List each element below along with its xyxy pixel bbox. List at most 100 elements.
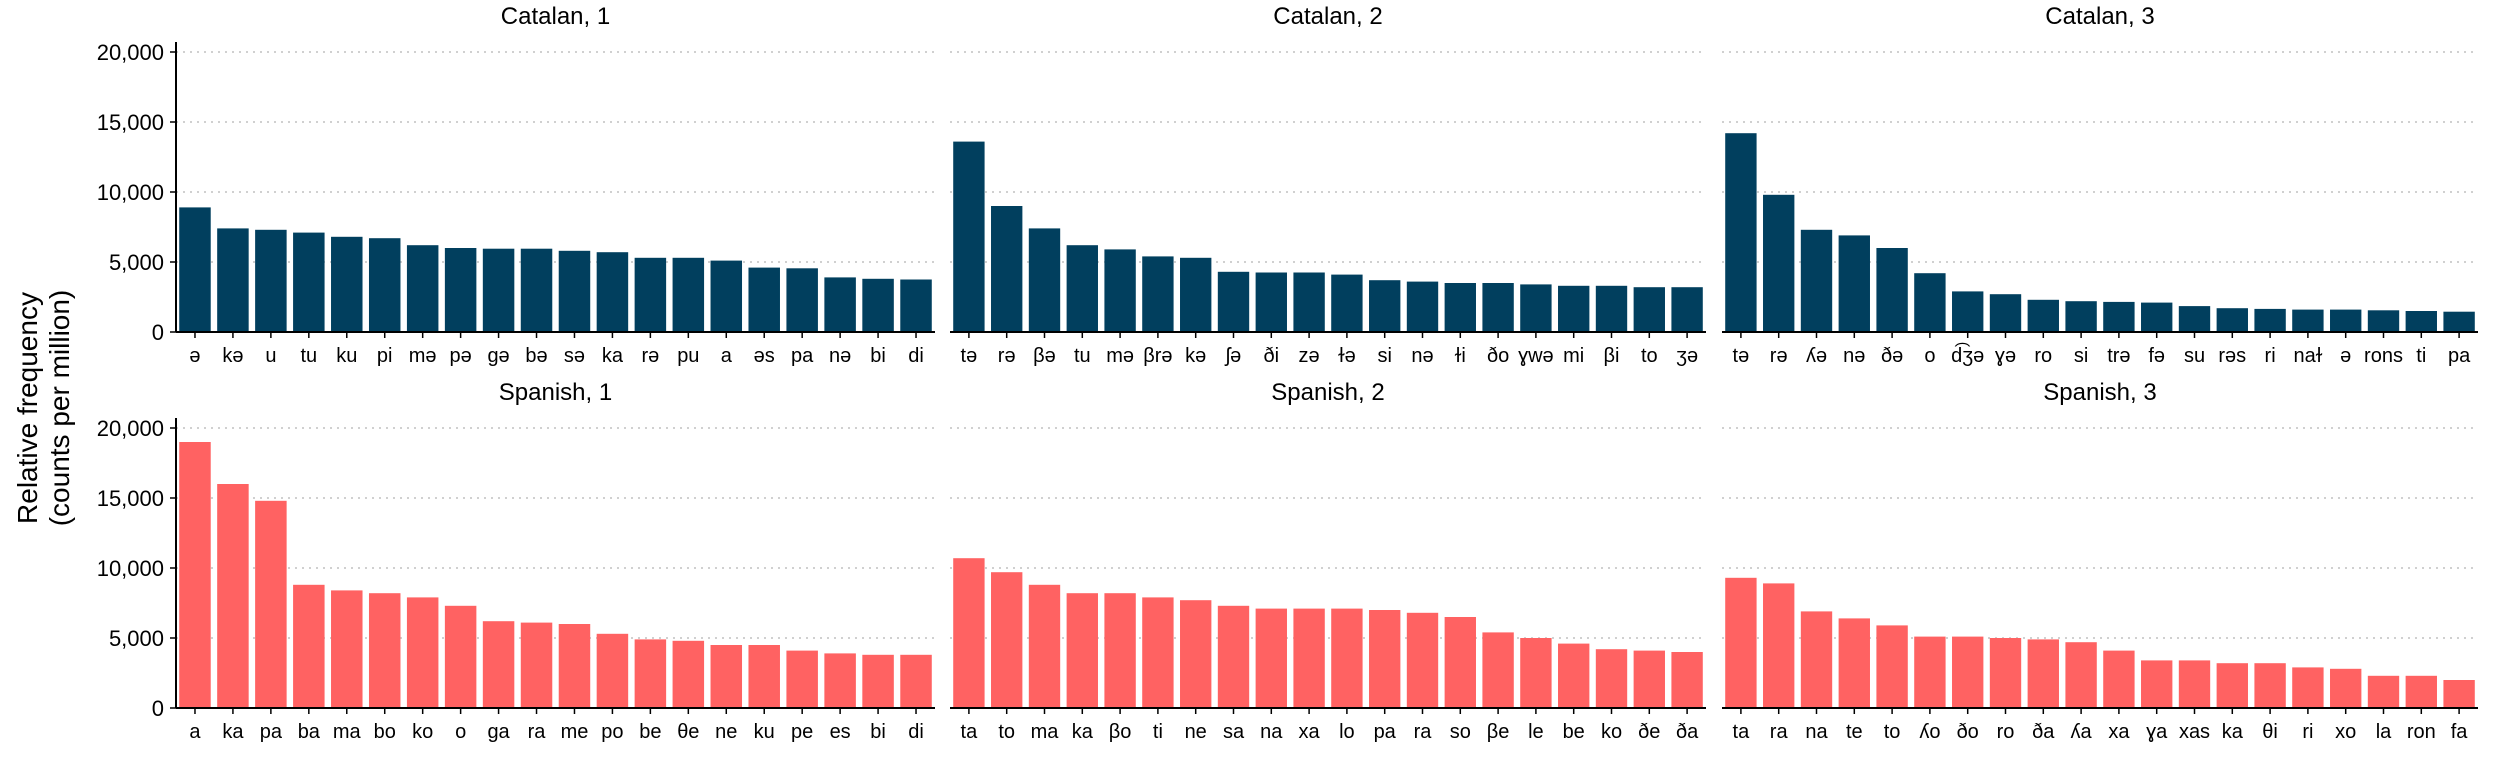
bar	[482, 248, 515, 332]
x-tick-label: ku	[336, 345, 357, 367]
facet-panel: Spanish, 3 ta ra na te to ʎo ðo ro ða ʎa xa ɣa xas ka θ…	[1722, 379, 2478, 743]
x-tick-label: ðo	[1957, 721, 1979, 743]
bar	[2405, 675, 2437, 708]
x-tick-label: ri	[2302, 721, 2313, 743]
bar	[786, 268, 818, 332]
bar	[862, 278, 894, 332]
x-tick-label: a	[721, 345, 733, 367]
x-tick-label: bi	[870, 721, 886, 743]
bar	[293, 584, 325, 708]
x-tick-label: fa	[2451, 721, 2469, 743]
x-tick-label: be	[639, 721, 661, 743]
x-tick-label: pə	[450, 345, 472, 367]
x-tick-label: ra	[528, 721, 547, 743]
bar	[2330, 668, 2362, 708]
bar	[2178, 306, 2211, 332]
x-tick-label: ro	[1997, 721, 2015, 743]
facet-panel: Spanish, 2 ta to ma ka βo ti ne sa na xa lo pa ra so βe…	[950, 379, 1706, 743]
x-tick-label: ti	[2416, 345, 2426, 367]
x-tick-label: ba	[298, 721, 321, 743]
facet-title: Catalan, 1	[501, 3, 610, 30]
x-tick-label: ta	[961, 721, 979, 743]
x-tick-label: mə	[409, 345, 437, 367]
x-tick-label: kə	[222, 345, 243, 367]
y-tick-label: 15,000	[97, 110, 164, 135]
bar	[331, 590, 363, 708]
x-tick-label: a	[189, 721, 201, 743]
bar	[217, 228, 249, 332]
x-tick-label: ri	[2265, 345, 2276, 367]
x-tick-label: ka	[1072, 721, 1094, 743]
x-tick-label: βə	[1033, 345, 1056, 367]
bar	[1104, 593, 1136, 708]
bar	[1444, 283, 1476, 332]
x-tick-label: tu	[300, 345, 317, 367]
y-axis-title: Relative frequency (counts per million)	[12, 290, 75, 527]
x-tick-label: βe	[1487, 721, 1510, 743]
x-tick-label: to	[998, 721, 1015, 743]
x-tick-label: ʎə	[1806, 345, 1827, 367]
y-tick-label: 20,000	[97, 40, 164, 65]
bar	[1595, 285, 1628, 332]
y-tick-label: 0	[152, 696, 164, 721]
facet-title: Catalan, 3	[2045, 3, 2154, 30]
x-tick-label: su	[2184, 345, 2205, 367]
bar	[1066, 593, 1098, 708]
bar	[1104, 249, 1136, 332]
x-tick-label: bo	[374, 721, 396, 743]
bar	[900, 279, 932, 332]
bar	[179, 442, 211, 708]
bar	[1293, 608, 1325, 708]
bar	[1028, 584, 1061, 708]
bar	[1217, 605, 1250, 708]
x-tick-label: rəs	[2218, 345, 2246, 367]
bar	[991, 572, 1023, 708]
x-tick-label: ʒə	[1676, 345, 1698, 367]
bar	[255, 500, 287, 708]
x-tick-label: pe	[791, 721, 813, 743]
x-tick-label: ko	[412, 721, 433, 743]
x-tick-label: na	[1805, 721, 1828, 743]
bar	[1369, 280, 1401, 332]
x-tick-label: ne	[715, 721, 737, 743]
bar	[368, 238, 401, 332]
x-tick-label: ʎo	[1919, 721, 1940, 743]
x-tick-label: nə	[1843, 345, 1865, 367]
x-tick-label: rə	[641, 345, 659, 367]
bar	[2216, 308, 2248, 332]
x-tick-label: ə	[2340, 345, 2351, 367]
bar	[991, 206, 1023, 332]
bar	[2367, 675, 2400, 708]
bar	[1838, 618, 1870, 708]
x-tick-label: ga	[487, 721, 510, 743]
bar	[1800, 229, 1833, 332]
x-tick-label: βi	[1604, 345, 1620, 367]
bar	[1406, 612, 1439, 708]
x-tick-label: ðə	[1881, 345, 1903, 367]
x-tick-label: ɫi	[1455, 345, 1466, 367]
x-tick-label: pa	[791, 345, 814, 367]
x-tick-label: ði	[1264, 345, 1280, 367]
x-tick-label: nə	[1411, 345, 1433, 367]
bar	[2027, 299, 2059, 332]
x-tick-label: si	[1377, 345, 1391, 367]
bar	[406, 597, 439, 708]
bar	[953, 141, 985, 332]
x-tick-label: rə	[998, 345, 1016, 367]
x-tick-label: bə	[525, 345, 547, 367]
bar	[1180, 257, 1212, 332]
bar	[1763, 583, 1795, 708]
bar	[520, 622, 553, 708]
bar	[1952, 291, 1984, 332]
bar	[748, 267, 780, 332]
x-tick-label: ta	[1733, 721, 1751, 743]
bar	[824, 277, 856, 332]
bar	[634, 257, 667, 332]
bar	[558, 250, 591, 332]
bar	[1725, 133, 1757, 332]
bar	[1520, 284, 1552, 332]
bar	[634, 639, 667, 708]
bar	[1444, 617, 1476, 708]
bar	[1255, 272, 1287, 332]
bar	[1558, 285, 1590, 332]
